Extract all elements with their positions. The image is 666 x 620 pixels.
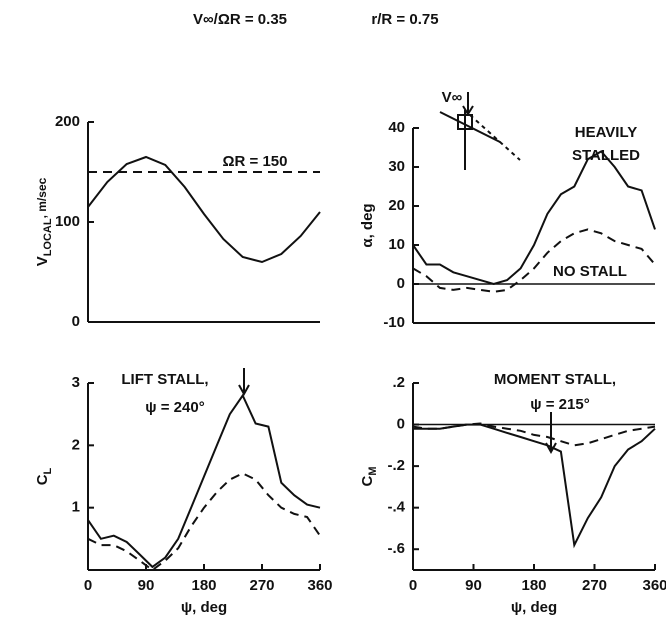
y-axis-label-main: V — [34, 256, 51, 266]
x-tick-label: 0 — [84, 577, 92, 594]
x-axis-label: ψ, deg — [511, 599, 557, 616]
annotation: ΩR = 150 — [223, 153, 288, 170]
y-tick-label: 200 — [55, 113, 80, 130]
y-tick-label: 0 — [397, 416, 405, 433]
arrow — [545, 412, 557, 455]
annotation: V∞ — [442, 89, 463, 106]
annotation: NO STALL — [553, 263, 627, 280]
annotation: ψ = 215° — [530, 396, 589, 413]
y-tick-label: 1 — [72, 499, 80, 516]
x-tick-label: 90 — [465, 577, 482, 594]
y-axis-label-main: C — [34, 474, 51, 485]
y-tick-label: 20 — [388, 197, 405, 214]
header-right: r/R = 0.75 — [371, 11, 438, 28]
y-tick-label: 3 — [72, 374, 80, 391]
y-tick-label: -.2 — [387, 457, 405, 474]
annotation: HEAVILY — [575, 124, 638, 141]
annotation: STALLED — [572, 147, 640, 164]
y-tick-label: 10 — [388, 236, 405, 253]
series-line — [412, 150, 656, 286]
y-axis-label: VLOCAL, m/sec — [34, 177, 54, 266]
y-tick-label: .2 — [392, 374, 405, 391]
series-line — [87, 155, 321, 264]
series-line — [87, 472, 321, 572]
annotation: MOMENT STALL, — [494, 371, 616, 388]
annotation: ψ = 240° — [145, 399, 204, 416]
x-tick-label: 180 — [191, 577, 216, 594]
y-tick-label: -10 — [383, 314, 405, 331]
rotor-sketch — [439, 92, 521, 170]
y-axis-label: CL — [34, 467, 54, 485]
x-tick-label: 270 — [249, 577, 274, 594]
y-tick-label: -.6 — [387, 540, 405, 557]
y-tick-label: 0 — [397, 275, 405, 292]
series-line — [413, 423, 656, 549]
x-tick-label: 360 — [307, 577, 332, 594]
y-axis-label: α, deg — [359, 203, 376, 247]
x-axis-label: ψ, deg — [181, 599, 227, 616]
y-tick-label: 30 — [388, 158, 405, 175]
series-line — [412, 422, 656, 447]
y-axis-label-main: α, deg — [359, 203, 376, 247]
y-tick-label: 100 — [55, 213, 80, 230]
series-line — [87, 393, 321, 569]
x-tick-label: 360 — [642, 577, 666, 594]
y-tick-label: 0 — [72, 313, 80, 330]
x-tick-label: 270 — [582, 577, 607, 594]
y-tick-label: -.4 — [387, 499, 405, 516]
y-tick-label: 40 — [388, 119, 405, 136]
x-tick-label: 180 — [521, 577, 546, 594]
stall-arrows — [238, 368, 557, 455]
arrow — [238, 368, 250, 397]
y-axis-label: CM — [359, 466, 379, 486]
y-tick-label: 2 — [72, 436, 80, 453]
annotation: LIFT STALL, — [121, 371, 208, 388]
y-axis-label-sub: M — [367, 466, 379, 475]
y-axis-label-sub: LOCAL — [42, 218, 54, 256]
x-tick-label: 0 — [409, 577, 417, 594]
x-tick-label: 90 — [138, 577, 155, 594]
series-line — [412, 228, 656, 293]
y-axis-label-sub: L — [42, 467, 54, 474]
header-left: V∞/ΩR = 0.35 — [193, 11, 287, 28]
y-axis-label-unit: , m/sec — [35, 177, 49, 218]
y-axis-label-main: C — [359, 476, 376, 487]
